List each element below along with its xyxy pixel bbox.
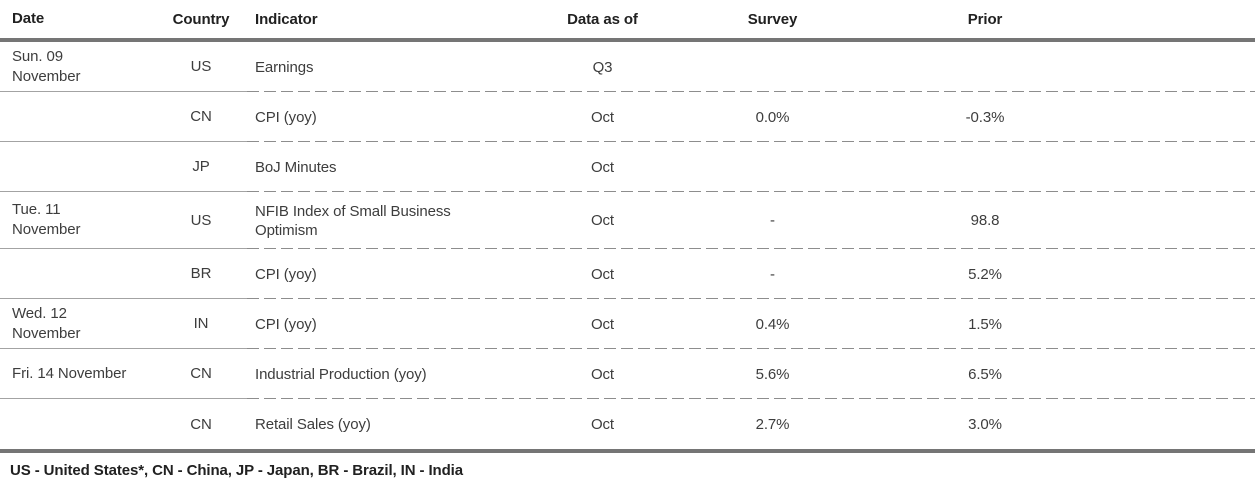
prior-cell: 6.5% [968,365,1002,383]
indicator-cell: Retail Sales (yoy) [255,415,371,433]
country-cell: US [190,211,212,229]
data-as-of-cell: Oct [590,158,615,176]
data-as-of-cell: Oct [590,212,615,229]
country-legend-footnote: US - United States*, CN - China, JP - Ja… [10,462,463,479]
table-row: Wed. 12 November IN CPI (yoy) Oct 0.4% 1… [0,299,1255,349]
column-header-data-as-of: Data as of [567,10,638,28]
column-header-survey: Survey [747,10,798,28]
table-row: BR CPI (yoy) Oct - 5.2% [0,249,1255,299]
table-header-row: Date Country Indicator Data as of Survey… [0,0,1255,38]
prior-cell: -0.3% [965,108,1005,126]
country-cell: IN [193,315,209,332]
survey-cell: 0.4% [755,315,790,333]
prior-cell: 1.5% [968,315,1002,333]
indicator-cell: BoJ Minutes [255,158,337,176]
data-as-of-cell: Oct [590,365,615,383]
country-cell: BR [190,265,212,282]
table-row: Fri. 14 November CN Industrial Productio… [0,349,1255,399]
survey-cell: - [770,265,775,283]
country-cell: US [190,58,212,75]
data-as-of-cell: Oct [590,415,615,433]
indicator-cell: Earnings [255,58,314,76]
country-cell: JP [192,158,210,175]
date-cell: Wed. 12 November [12,304,81,342]
table-row: JP BoJ Minutes Oct [0,142,1255,192]
country-cell: CN [190,415,212,433]
column-header-prior: Prior [967,10,1003,28]
country-cell: CN [190,108,212,125]
table-row: CN Retail Sales (yoy) Oct 2.7% 3.0% [0,399,1255,449]
footer-divider-rule [0,449,1255,453]
data-as-of-cell: Oct [590,108,615,126]
prior-cell: 3.0% [968,415,1002,433]
date-cell: Tue. 11 November [12,201,81,238]
survey-cell: 2.7% [755,415,790,433]
header-divider-rule [0,38,1255,42]
table-row: Tue. 11 November US NFIB Index of Small … [0,192,1255,249]
prior-cell: 98.8 [970,212,1000,229]
data-as-of-cell: Oct [590,265,615,283]
data-as-of-cell: Q3 [592,58,613,76]
indicator-cell: NFIB Index of Small Business Optimism [255,202,451,239]
date-cell: Fri. 14 November [12,364,127,382]
prior-cell: 5.2% [968,265,1002,283]
date-cell: Sun. 09 November [12,47,81,85]
indicator-cell: CPI (yoy) [255,265,317,283]
indicator-cell: Industrial Production (yoy) [255,365,427,383]
survey-cell: 5.6% [755,365,790,383]
indicator-cell: CPI (yoy) [255,315,317,333]
country-cell: CN [190,365,212,382]
survey-cell: 0.0% [755,108,790,126]
table-row: CN CPI (yoy) Oct 0.0% -0.3% [0,92,1255,142]
column-header-date: Date [12,10,45,27]
column-header-indicator: Indicator [255,10,318,28]
survey-cell: - [770,212,775,229]
column-header-country: Country [172,10,230,28]
data-as-of-cell: Oct [590,315,615,333]
indicator-cell: CPI (yoy) [255,108,317,126]
table-row: Sun. 09 November US Earnings Q3 [0,42,1255,92]
